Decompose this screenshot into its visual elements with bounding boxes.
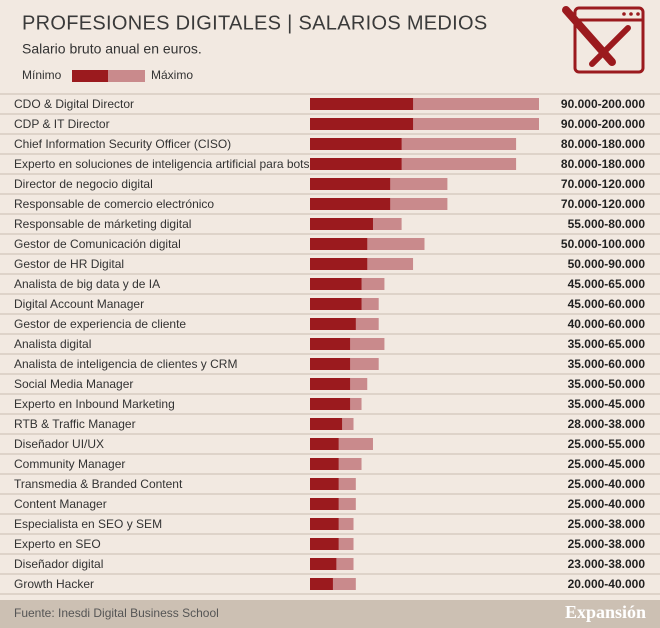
category-label: Responsable de márketing digital: [14, 217, 191, 231]
bar: [310, 498, 339, 510]
category-label: Gestor de Comunicación digital: [14, 237, 181, 251]
category-label: Gestor de experiencia de cliente: [14, 317, 186, 331]
category-label: Analista de inteligencia de clientes y C…: [14, 357, 237, 371]
value-label: 80.000-180.000: [561, 157, 645, 171]
icon: [562, 6, 645, 74]
category-label: Analista de big data y de IA: [14, 277, 160, 291]
value-label: 35.000-65.000: [568, 337, 646, 351]
value-label: 45.000-65.000: [568, 277, 646, 291]
legend-label: Mínimo: [22, 68, 62, 82]
value-label: 55.000-80.000: [568, 217, 646, 231]
legend-label: Máximo: [151, 68, 193, 82]
category-label: Experto en SEO: [14, 537, 101, 551]
bar: [310, 418, 343, 430]
value-label: 90.000-200.000: [561, 117, 645, 131]
bar: [310, 378, 351, 390]
bar: [310, 258, 368, 270]
category-label: Especialista en SEO y SEM: [14, 517, 162, 531]
value-label: 35.000-60.000: [568, 357, 646, 371]
category-label: Director de negocio digital: [14, 177, 153, 191]
category-label: Social Media Manager: [14, 377, 133, 391]
bar: [310, 278, 362, 290]
value-label: 35.000-50.000: [568, 377, 646, 391]
bar: [310, 118, 414, 130]
category-label: Content Manager: [14, 497, 107, 511]
value-label: 25.000-40.000: [568, 477, 646, 491]
footer-band: [0, 600, 660, 628]
chart-subtitle: Salario bruto anual en euros.: [22, 41, 202, 57]
bar: [310, 238, 368, 250]
value-label: 25.000-38.000: [568, 537, 646, 551]
source: Fuente: Inesdi Digital Business School: [14, 606, 219, 620]
value-label: 80.000-180.000: [561, 137, 645, 151]
bar: [310, 538, 339, 550]
category-label: Digital Account Manager: [14, 297, 144, 311]
bar: [310, 578, 333, 590]
bar: [310, 318, 356, 330]
value-label: 25.000-38.000: [568, 517, 646, 531]
category-label: Experto en soluciones de inteligencia ar…: [14, 157, 310, 171]
value-label: 70.000-120.000: [561, 177, 645, 191]
category-label: CDP & IT Director: [14, 117, 110, 131]
value-label: 23.000-38.000: [568, 557, 646, 571]
bar: [310, 298, 362, 310]
category-label: Community Manager: [14, 457, 125, 471]
bar: [310, 478, 339, 490]
bar: [310, 438, 339, 450]
bar: [310, 218, 373, 230]
bar: [310, 458, 339, 470]
value-label: 50.000-100.000: [561, 237, 645, 251]
legend-swatch: [108, 70, 145, 82]
bar: [310, 518, 339, 530]
bar: [310, 358, 351, 370]
category-label: Chief Information Security Officer (CISO…: [14, 137, 231, 151]
value-label: 50.000-90.000: [568, 257, 646, 271]
value-label: 90.000-200.000: [561, 97, 645, 111]
category-label: Gestor de HR Digital: [14, 257, 124, 271]
value-label: 20.000-40.000: [568, 577, 646, 591]
bar: [310, 98, 414, 110]
legend-swatch: [72, 70, 108, 82]
category-label: Transmedia & Branded Content: [14, 477, 183, 491]
value-label: 45.000-60.000: [568, 297, 646, 311]
bar: [310, 338, 351, 350]
bar: [310, 558, 337, 570]
category-label: Diseñador UI/UX: [14, 437, 104, 451]
category-label: RTB & Traffic Manager: [14, 417, 136, 431]
value-label: 25.000-45.000: [568, 457, 646, 471]
bar: [310, 178, 391, 190]
brand: Expansión: [565, 602, 646, 622]
value-label: 28.000-38.000: [568, 417, 646, 431]
value-label: 25.000-40.000: [568, 497, 646, 511]
value-label: 35.000-45.000: [568, 397, 646, 411]
bar: [310, 398, 351, 410]
bar: [310, 158, 402, 170]
bar: [310, 198, 391, 210]
bar: [310, 138, 402, 150]
category-label: Diseñador digital: [14, 557, 103, 571]
value-label: 40.000-60.000: [568, 317, 646, 331]
value-label: 25.000-55.000: [568, 437, 646, 451]
category-label: Experto en Inbound Marketing: [14, 397, 175, 411]
category-label: CDO & Digital Director: [14, 97, 134, 111]
category-label: Responsable de comercio electrónico: [14, 197, 214, 211]
category-label: Analista digital: [14, 337, 91, 351]
category-label: Growth Hacker: [14, 577, 94, 591]
chart-title: PROFESIONES DIGITALES | SALARIOS MEDIOS: [22, 12, 488, 34]
value-label: 70.000-120.000: [561, 197, 645, 211]
